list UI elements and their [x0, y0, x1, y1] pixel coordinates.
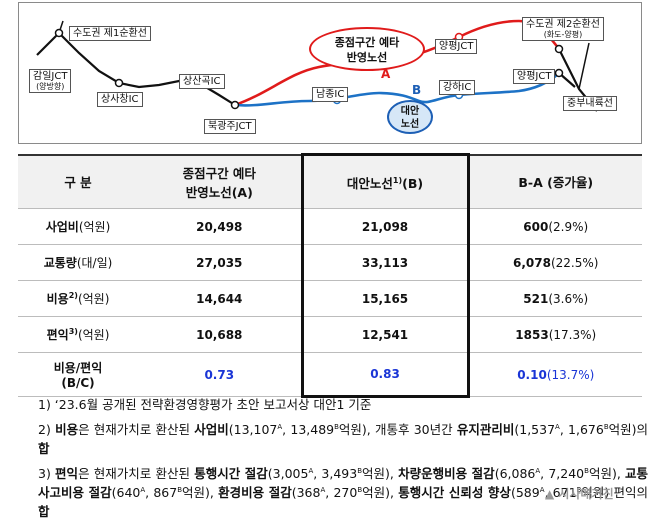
ratio-b: 0.83: [300, 352, 470, 398]
row-label: 비용2)(억원): [18, 280, 138, 317]
cell-diff: 1853(17.3%): [468, 316, 642, 353]
row-label: 교통량(대/일): [18, 244, 138, 281]
diff-pct: (22.5%): [550, 255, 599, 270]
ratio-diff-pct: (13.7%): [546, 367, 595, 382]
header-diff: B-A (증가율): [468, 153, 642, 209]
node-gangil: [54, 28, 64, 38]
label-sangsangok: 상산곡IC: [179, 74, 225, 89]
cell-a: 27,035: [138, 244, 302, 281]
cell-diff: 6,078(22.5%): [468, 244, 642, 281]
ratio-label-line2: (B/C): [61, 376, 95, 390]
cell-a: 20,498: [138, 208, 302, 245]
footnote-1: 1) ‘23.6월 공개된 전략환경영향평가 초안 보고서상 대안1 기준: [38, 397, 372, 412]
header-route-a: 종점구간 예타 반영노선(A): [138, 153, 302, 209]
tag-route-b: B: [412, 83, 422, 97]
label-jungbu: 중부내륙선: [563, 96, 617, 111]
table-row: 비용2)(억원) 14,644 15,165 521(3.6%): [18, 280, 642, 317]
footnote-2: 2) 비용은 현재가치로 환산된 사업비(13,107A, 13,489B억원)…: [38, 422, 649, 456]
row-label: 편익3)(억원): [18, 316, 138, 353]
ratio-label-line1: 비용/편익: [53, 361, 103, 375]
label-yangpyeong: 양평JCT: [513, 69, 556, 84]
row-label: 사업비(억원): [18, 208, 138, 245]
table-row-ratio: 비용/편익 (B/C) 0.73 0.83 0.10(13.7%): [18, 352, 642, 398]
header-route-b-suffix: (B): [402, 175, 424, 191]
diff-pct: (3.6%): [548, 291, 589, 306]
cell-a: 14,644: [138, 280, 302, 317]
route-b-line: [234, 72, 560, 107]
node-yangpyeong: [554, 68, 564, 78]
node-bukgwangju: [230, 100, 240, 110]
row-label-text: 사업비: [45, 220, 79, 234]
callout-a-line2: 반영노선: [346, 51, 388, 64]
diff-pct: (17.3%): [548, 327, 597, 342]
footnote-3: 3) 편익은 현재가치로 환산된 통행시간 절감(3,005A, 3,493B억…: [38, 466, 649, 519]
label-loop1: 수도권 제1순환선: [69, 26, 151, 41]
label-sangsa: 상사창IC: [97, 92, 143, 107]
tag-route-a: A: [381, 67, 391, 81]
comparison-table: 구 분 종점구간 예타 반영노선(A) 대안노선1)(B) B-A (증가율) …: [18, 153, 642, 398]
row-label-text: 비용: [46, 292, 69, 306]
row-unit: (억원): [77, 328, 110, 342]
loop2-connector: [578, 42, 590, 90]
diff-value: 1853: [515, 327, 549, 342]
label-gangha: 강하IC: [439, 80, 476, 95]
row-label-text: 편익: [46, 328, 69, 342]
node-sangsa: [114, 78, 124, 88]
ratio-label: 비용/편익 (B/C): [18, 352, 138, 397]
cell-a: 10,688: [138, 316, 302, 353]
cell-b: 15,165: [300, 280, 470, 317]
watermark-logo: ▲ 시사매거진: [545, 487, 614, 501]
header-route-a-line1: 종점구간 예타: [182, 165, 256, 181]
cell-diff: 521(3.6%): [468, 280, 642, 317]
cell-diff: 600(2.9%): [468, 208, 642, 245]
diff-value: 521: [523, 291, 549, 306]
label-loop2: 수도권 제2순환선 (화도-양평): [522, 17, 604, 41]
callout-route-a: 종점구간 예타 반영노선: [309, 27, 425, 71]
row-sup: 2): [68, 291, 78, 300]
ratio-a: 0.73: [138, 352, 302, 397]
ratio-diff: 0.10(13.7%): [468, 352, 642, 397]
header-route-b-label: 대안노선: [346, 175, 393, 191]
callout-a-line1: 종점구간 예타: [334, 36, 400, 49]
callout-route-b: 대안 노선: [387, 100, 433, 134]
diff-pct: (2.9%): [548, 219, 589, 234]
callout-b-line2: 노선: [400, 119, 420, 130]
table-row: 편익3)(억원) 10,688 12,541 1853(17.3%): [18, 316, 642, 353]
row-sup: 3): [68, 327, 78, 336]
table-header-row: 구 분 종점구간 예타 반영노선(A) 대안노선1)(B) B-A (증가율): [18, 153, 642, 209]
row-unit: (억원): [77, 292, 110, 306]
cell-b: 21,098: [300, 208, 470, 245]
table-row: 사업비(억원) 20,498 21,098 600(2.9%): [18, 208, 642, 245]
header-route-b-sup: 1): [392, 175, 403, 185]
diff-value: 6,078: [513, 255, 551, 270]
header-route-a-line2: 반영노선(A): [185, 184, 253, 200]
node-end: [554, 44, 564, 54]
route-diagram: 수도권 제1순환선 감일JCT (양방향) 상사창IC 상산곡IC 북광주JCT …: [18, 2, 642, 144]
cell-b: 12,541: [300, 316, 470, 353]
label-bukgwangju: 북광주JCT: [204, 119, 256, 134]
ratio-diff-value: 0.10: [517, 367, 547, 382]
label-namjong: 남종IC: [312, 87, 349, 102]
header-category: 구 분: [18, 153, 138, 209]
label-gangil: 감일JCT (양방향): [29, 69, 72, 93]
cell-b: 33,113: [300, 244, 470, 281]
footnotes: 1) ‘23.6월 공개된 전략환경영향평가 초안 보고서상 대안1 기준 2)…: [38, 395, 648, 527]
row-label-text: 교통량: [43, 256, 77, 270]
header-route-b: 대안노선1)(B): [300, 153, 470, 209]
diff-value: 600: [523, 219, 549, 234]
table-row: 교통량(대/일) 27,035 33,113 6,078(22.5%): [18, 244, 642, 281]
callout-b-line1: 대안: [400, 106, 420, 117]
label-yangpyeong-top: 양평JCT: [435, 39, 478, 54]
row-unit: (억원): [78, 220, 111, 234]
row-unit: (대/일): [76, 256, 113, 270]
